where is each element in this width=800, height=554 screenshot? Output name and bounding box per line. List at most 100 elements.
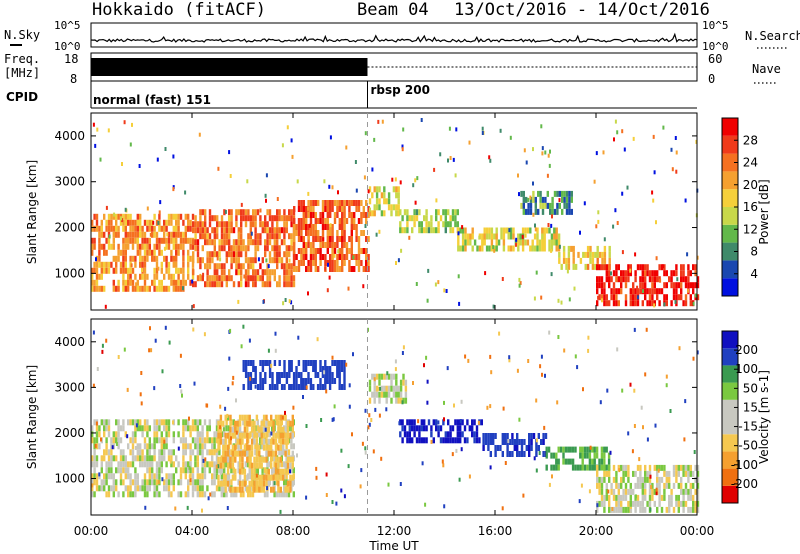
power-scatter-cell <box>544 150 547 155</box>
power-band-4-cell <box>399 227 402 234</box>
velocity-scatter-cell <box>556 400 559 405</box>
velocity-scatter-cell <box>374 407 377 412</box>
power-band-0-cell <box>105 237 108 244</box>
velocity-scatter-cell <box>219 425 222 430</box>
velocity-band-0-cell <box>143 473 147 480</box>
velocity-scatter-cell <box>548 482 551 487</box>
noise-sky-line <box>90 32 698 43</box>
power-band-1-cell <box>285 269 288 276</box>
power-band-2-cell <box>343 254 346 260</box>
power-band-1-cell <box>247 233 250 240</box>
velocity-band-5-cell <box>535 445 538 451</box>
power-scatter-cell <box>532 212 535 217</box>
velocity-band-1-cell <box>289 474 292 481</box>
power-band-4-cell <box>449 215 452 222</box>
power-band-6-cell <box>549 202 552 209</box>
power-band-1-cell <box>223 221 226 228</box>
velocity-scatter-cell <box>489 465 492 470</box>
power-band-1-cell <box>199 257 202 264</box>
power-scatter-cell <box>328 184 331 189</box>
velocity-scatter-cell <box>459 419 462 423</box>
velocity-band-0-cell <box>215 461 219 468</box>
velocity-band-6-cell <box>593 452 596 459</box>
power-band-2-cell <box>307 230 310 236</box>
velocity-band-2-cell <box>328 384 332 390</box>
velocity-band-4-cell <box>471 419 474 426</box>
power-band-6-cell <box>553 190 557 197</box>
velocity-band-0-cell <box>167 425 171 432</box>
power-band-1-cell <box>199 215 202 222</box>
power-band-4-cell <box>425 215 428 222</box>
power-band-2-cell <box>355 254 358 260</box>
power-band-5-cell <box>473 239 477 246</box>
velocity-band-7-cell <box>636 464 640 471</box>
velocity-band-1-cell <box>222 444 225 451</box>
power-band-2-cell <box>300 224 303 230</box>
power-band-6-cell <box>561 196 564 203</box>
power-band-4-cell <box>447 209 450 216</box>
velocity-scatter-cell <box>181 393 183 398</box>
velocity-band-1-cell <box>255 462 259 469</box>
velocity-band-7-cell <box>644 488 647 495</box>
velocity-band-0-cell <box>196 425 199 432</box>
velocity-band-0-cell <box>189 479 192 486</box>
velocity-band-2-cell <box>266 360 269 366</box>
velocity-band-0-cell <box>244 461 247 468</box>
power-band-0-cell <box>182 279 185 286</box>
power-scatter-cell <box>373 137 376 142</box>
velocity-band-7-cell <box>672 506 676 513</box>
power-band-2-cell <box>336 200 339 206</box>
power-band-0-cell <box>134 285 137 292</box>
power-band-2-cell <box>300 206 303 212</box>
velocity-band-6-cell <box>595 446 599 453</box>
power-band-1-cell <box>285 221 288 228</box>
power-scatter-cell <box>337 249 340 254</box>
power-band-1-cell <box>208 209 212 216</box>
velocity-band-0-cell <box>275 479 279 486</box>
power-band-8-cell <box>605 276 608 283</box>
power-band-2-cell <box>353 200 356 206</box>
velocity-band-1-cell <box>267 474 270 481</box>
velocity-scatter-cell <box>538 451 541 455</box>
power-band-0-cell <box>103 243 106 250</box>
velocity-band-0-cell <box>110 467 113 474</box>
power-colorbar-tick-label: 24 <box>743 156 758 170</box>
power-scatter-cell <box>457 274 460 279</box>
power-band-2-cell <box>293 206 296 212</box>
power-band-0-cell <box>177 285 180 292</box>
velocity-band-0-cell <box>237 443 240 450</box>
power-band-7-cell <box>572 257 575 264</box>
velocity-band-0-cell <box>112 485 115 492</box>
power-scatter-cell <box>653 170 656 175</box>
power-band-4-cell <box>406 227 409 234</box>
power-band-0-cell <box>172 231 175 238</box>
velocity-band-0-cell <box>184 491 187 498</box>
velocity-band-5-cell <box>492 433 495 439</box>
velocity-band-1-cell <box>284 462 287 469</box>
velocity-band-0-cell <box>191 437 195 444</box>
velocity-band-4-cell <box>451 425 455 432</box>
velocity-scatter-cell <box>654 423 657 428</box>
velocity-scatter-cell <box>333 404 336 409</box>
velocity-band-0-cell <box>203 467 207 474</box>
velocity-scatter-cell <box>489 354 492 359</box>
velocity-band-0-cell <box>184 419 187 426</box>
velocity-band-2-cell <box>259 384 262 390</box>
power-scatter-cell <box>324 266 327 271</box>
power-band-1-cell <box>220 239 224 246</box>
velocity-band-0-cell <box>148 425 151 432</box>
power-scatter-cell <box>264 193 267 198</box>
velocity-band-0-cell <box>225 461 228 468</box>
velocity-band-1-cell <box>286 468 290 475</box>
power-scatter-cell <box>157 266 160 271</box>
power-band-6-cell <box>561 190 564 197</box>
velocity-band-6-cell <box>581 452 584 459</box>
velocity-band-1-cell <box>265 438 268 445</box>
velocity-band-4-cell <box>437 431 440 438</box>
power-scatter-cell <box>454 173 457 178</box>
power-band-5-cell <box>466 233 470 240</box>
power-band-1-cell <box>206 257 209 264</box>
power-band-1-cell <box>256 209 260 216</box>
power-band-2-cell <box>309 212 313 218</box>
velocity-band-0-cell <box>196 455 199 462</box>
